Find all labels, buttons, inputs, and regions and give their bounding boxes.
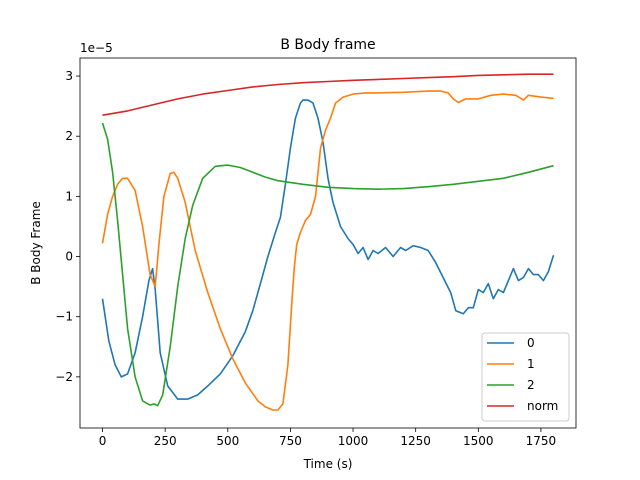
legend: 0 1 2 norm — [481, 332, 570, 422]
legend-box — [481, 332, 570, 422]
legend-label-0: 0 — [527, 336, 535, 350]
x-tick-label: 750 — [279, 434, 302, 448]
x-tick-label: 250 — [154, 434, 177, 448]
x-axis-label: Time (s) — [303, 457, 353, 471]
x-tick-label: 1500 — [463, 434, 494, 448]
y-tick-label: −1 — [55, 310, 73, 324]
x-tick-label: 0 — [99, 434, 107, 448]
x-tick-label: 500 — [216, 434, 239, 448]
x-tick-label: 1750 — [526, 434, 557, 448]
y-tick-label: 3 — [65, 69, 73, 83]
series-line-2 — [101, 122, 554, 407]
x-tick-label: 1000 — [338, 434, 369, 448]
x-tick-label: 1250 — [400, 434, 431, 448]
series-line-0 — [101, 99, 555, 400]
y-tick-label: −2 — [55, 370, 73, 384]
chart-title: B Body frame — [280, 37, 375, 53]
y-tick-label: 2 — [65, 129, 73, 143]
plot-frame — [79, 57, 577, 429]
x-axis: 0 250 500 750 1000 1250 1500 1750 — [99, 428, 556, 448]
y-axis: −2 −1 0 1 2 3 — [55, 69, 80, 384]
legend-label-1: 1 — [527, 357, 535, 371]
y-tick-label: 1 — [65, 189, 73, 203]
series-line-1 — [101, 90, 554, 411]
y-tick-label: 0 — [65, 250, 73, 264]
legend-label-2: 2 — [527, 378, 535, 392]
y-offset-text: 1e−5 — [80, 41, 113, 55]
legend-label-norm: norm — [527, 399, 558, 413]
y-axis-label: B Body Frame — [29, 201, 43, 285]
series-line-norm — [102, 73, 554, 116]
series-lines — [101, 73, 555, 411]
